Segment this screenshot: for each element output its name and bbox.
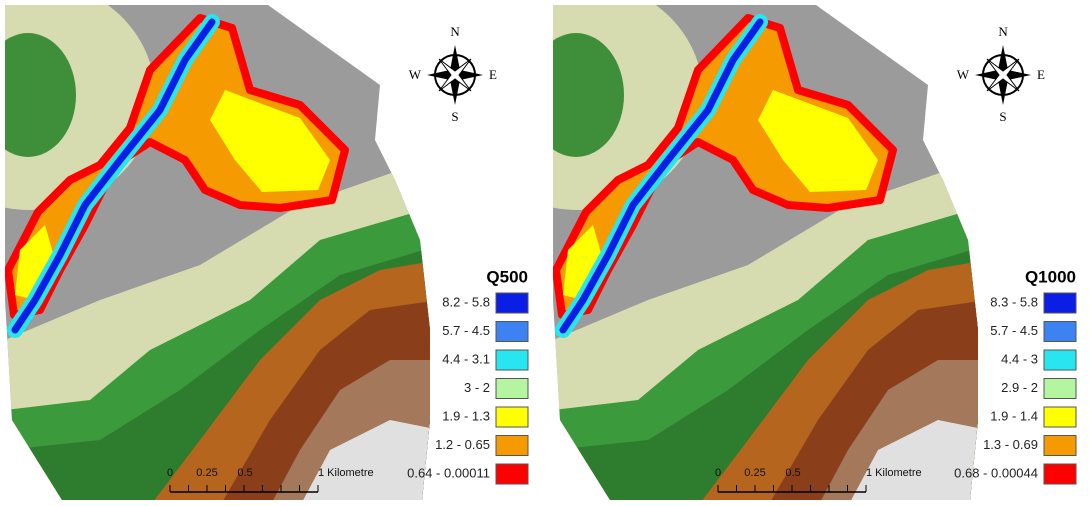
scale-label: 0.25 [196, 467, 217, 479]
map-panel: N S E W Q500 8.2 - 5.8 5.7 - 4.5 4.4 - 3.1 3 - 2… [0, 0, 528, 506]
legend-label: 0.64 - 0.00011 [407, 465, 490, 480]
legend-label: 2.9 - 2 [1001, 380, 1038, 395]
legend-swatch [496, 293, 528, 313]
compass-e: E [1037, 67, 1045, 82]
scale-label: 0.5 [785, 467, 800, 479]
legend-swatch [496, 322, 528, 342]
compass: N S E W [409, 24, 497, 124]
scale-label: 0 [167, 467, 173, 479]
legend-swatch [1044, 436, 1076, 456]
legend-title: Q1000 [1025, 267, 1076, 286]
compass-n: N [998, 24, 1008, 39]
legend-swatch [1044, 464, 1076, 484]
legend-label: 0.68 - 0.00044 [954, 465, 1038, 480]
legend-swatch [1044, 322, 1076, 342]
legend-label: 1.2 - 0.65 [435, 437, 490, 452]
legend-label: 1.9 - 1.3 [442, 408, 490, 423]
map-panel: N S E W Q1000 8.3 - 5.8 5.7 - 4.5 4.4 - 3 2.9 - … [453, 0, 1076, 506]
terrain [453, 0, 988, 506]
scale-label: 0.5 [237, 467, 252, 479]
legend-title: Q500 [486, 267, 528, 286]
legend-swatch [496, 350, 528, 370]
legend-swatch [496, 464, 528, 484]
legend-label: 1.9 - 1.4 [990, 408, 1038, 423]
legend-label: 5.7 - 4.5 [990, 323, 1038, 338]
scale-label: 1 Kilometre [866, 467, 922, 479]
legend-label: 3 - 2 [464, 380, 490, 395]
legend-swatch [496, 379, 528, 399]
legend-label: 1.3 - 0.69 [983, 437, 1038, 452]
maps: N S E W Q500 8.2 - 5.8 5.7 - 4.5 4.4 - 3.1 3 - 2… [0, 0, 1089, 506]
compass-w: W [409, 67, 422, 82]
legend-swatch [1044, 379, 1076, 399]
terrain-green [528, 33, 624, 157]
compass-w: W [957, 67, 970, 82]
legend-swatch [1044, 350, 1076, 370]
page: {"panels": [ {"title": "Q500", "compass"… [0, 0, 1089, 506]
legend-label: 4.4 - 3 [1001, 351, 1038, 366]
legend-label: 8.2 - 5.8 [442, 294, 490, 309]
compass-e: E [489, 67, 497, 82]
scale-label: 0 [715, 467, 721, 479]
legend-label: 8.3 - 5.8 [990, 294, 1038, 309]
scale-label: 1 Kilometre [318, 467, 374, 479]
terrain [0, 0, 440, 506]
legend-swatch [1044, 293, 1076, 313]
compass-s: S [999, 109, 1006, 124]
legend-label: 4.4 - 3.1 [442, 351, 490, 366]
scale-label: 0.25 [744, 467, 765, 479]
compass-n: N [450, 24, 460, 39]
legend-swatch [1044, 407, 1076, 427]
compass: N S E W [957, 24, 1045, 124]
legend-swatch [496, 436, 528, 456]
compass-s: S [451, 109, 458, 124]
legend-swatch [496, 407, 528, 427]
legend-label: 5.7 - 4.5 [442, 323, 490, 338]
